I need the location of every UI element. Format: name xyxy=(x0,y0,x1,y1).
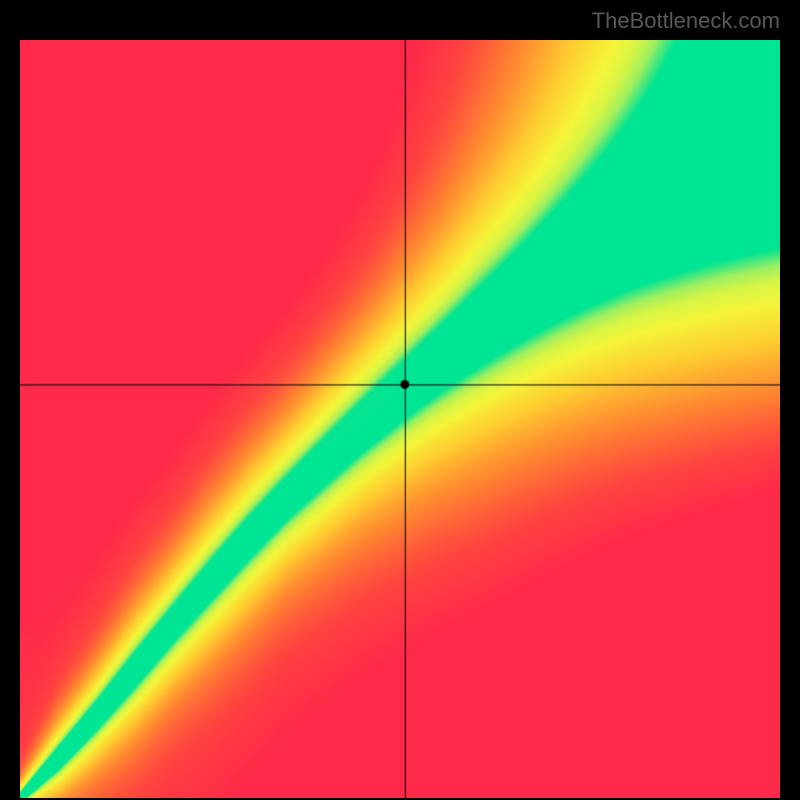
chart-container: TheBottleneck.com xyxy=(0,0,800,800)
watermark-text: TheBottleneck.com xyxy=(592,8,780,34)
bottleneck-heatmap xyxy=(20,40,780,798)
